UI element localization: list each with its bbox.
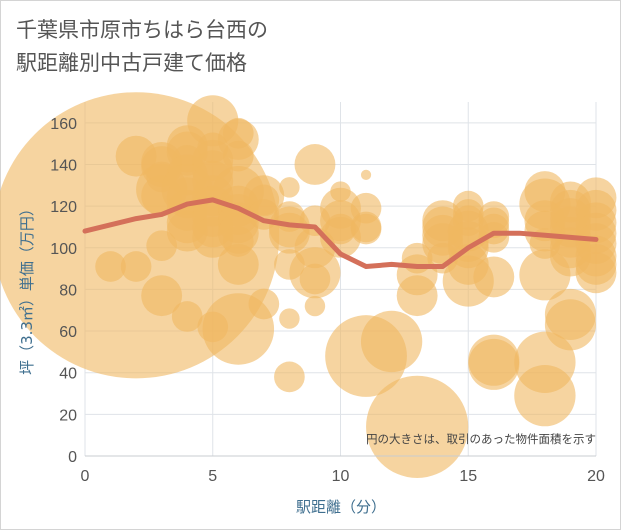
x-tick-label: 0 bbox=[81, 468, 90, 485]
data-bubble bbox=[396, 275, 438, 317]
y-tick-label: 100 bbox=[50, 241, 77, 258]
x-axis-label: 駅距離（分） bbox=[296, 498, 386, 516]
data-bubble bbox=[294, 144, 336, 185]
data-bubble bbox=[350, 213, 382, 245]
data-bubble bbox=[171, 301, 203, 332]
y-tick-label: 40 bbox=[59, 366, 77, 383]
x-tick-label: 10 bbox=[332, 468, 350, 485]
y-tick-label: 0 bbox=[68, 449, 77, 466]
y-tick-label: 60 bbox=[59, 324, 77, 341]
data-bubble bbox=[468, 338, 520, 390]
data-bubble bbox=[222, 140, 254, 172]
y-tick-label: 140 bbox=[50, 157, 77, 174]
data-bubble bbox=[360, 310, 423, 373]
bubbles-layer bbox=[0, 92, 617, 478]
y-tick-label: 160 bbox=[50, 116, 77, 133]
data-bubble bbox=[141, 275, 183, 317]
data-bubble bbox=[544, 299, 596, 351]
data-bubble bbox=[514, 364, 576, 427]
data-bubble bbox=[299, 263, 331, 295]
data-bubble bbox=[279, 308, 300, 329]
y-tick-label: 80 bbox=[59, 282, 77, 299]
data-bubble bbox=[366, 375, 469, 478]
data-bubble bbox=[575, 252, 617, 294]
data-bubble bbox=[274, 361, 305, 393]
x-tick-label: 20 bbox=[587, 468, 605, 485]
y-tick-label: 120 bbox=[50, 199, 77, 216]
data-bubble bbox=[320, 216, 361, 258]
data-bubble bbox=[304, 295, 326, 317]
x-tick-label: 5 bbox=[208, 468, 217, 485]
axes-layer: 0 20 40 60 80 100 120 140 160 0 5 10 15 20 bbox=[50, 116, 605, 485]
data-bubble bbox=[279, 177, 300, 198]
x-tick-label: 15 bbox=[459, 468, 477, 485]
trend-line-layer bbox=[82, 197, 599, 270]
data-bubble bbox=[360, 169, 372, 180]
chart-title: 千葉県市原市ちはら台西の 駅距離別中古戸建て価格 bbox=[16, 18, 268, 75]
data-bubble bbox=[248, 288, 280, 320]
data-bubble bbox=[473, 256, 515, 298]
average-price-line bbox=[82, 197, 599, 270]
data-bubble bbox=[478, 222, 510, 253]
size-annotation: 円の大きさは、取引のあった物件面積を示す bbox=[366, 432, 596, 446]
y-tick-label: 20 bbox=[59, 407, 77, 424]
data-bubble bbox=[217, 243, 259, 285]
y-axis-label: 坪（3.3㎡）単価（万円） bbox=[18, 201, 36, 375]
